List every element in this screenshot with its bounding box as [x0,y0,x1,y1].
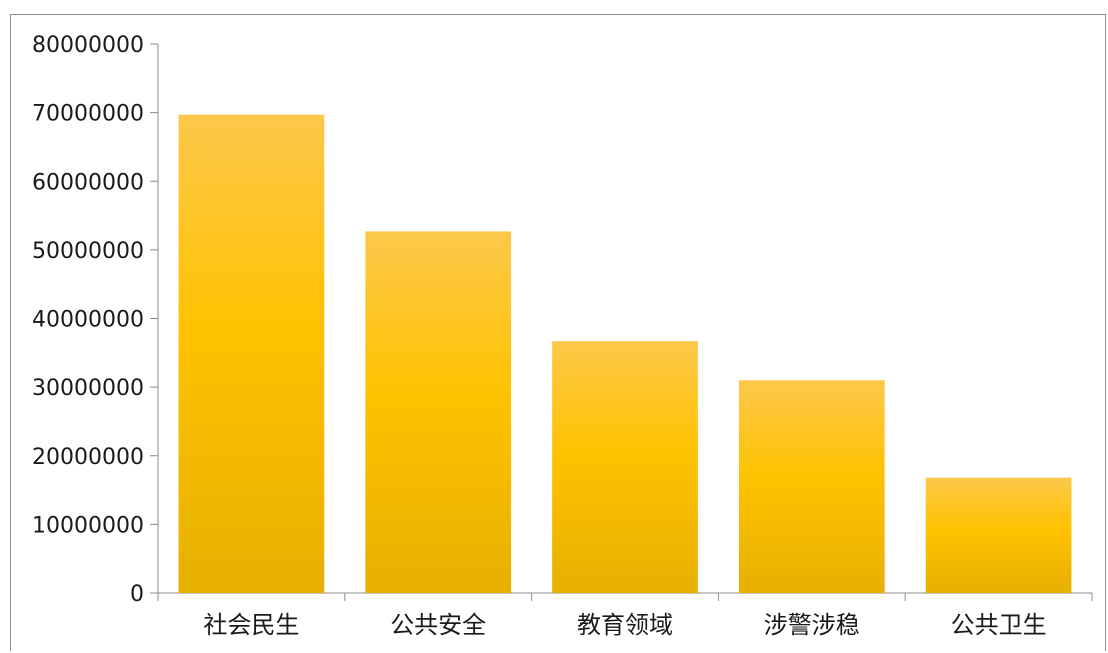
bar-5 [925,477,1072,593]
x-category-label: 社会民生 [203,611,299,639]
x-category-label: 涉警涉稳 [764,611,860,639]
y-tick-label: 60000000 [32,170,144,195]
y-tick-label: 10000000 [32,513,144,538]
x-category-label: 公共安全 [390,611,486,639]
y-tick-label: 0 [130,582,144,607]
y-tick-label: 30000000 [32,376,144,401]
y-tick-label: 70000000 [32,102,144,127]
bars [178,114,1072,593]
x-axis: 社会民生 公共安全 教育领域 涉警涉稳 公共卫生 [157,592,1093,639]
bar-3 [552,341,698,593]
x-category-label: 教育领域 [577,611,673,639]
bar-2 [365,231,512,593]
y-tick-label: 40000000 [32,308,144,333]
y-tick-label: 80000000 [32,33,144,58]
y-tick-label: 50000000 [32,239,144,264]
bar-4 [738,380,885,593]
y-tick-label: 20000000 [32,445,144,470]
bar-1 [178,114,325,593]
x-category-label: 公共卫生 [951,611,1047,639]
y-axis: 0 10000000 20000000 30000000 40000000 5000000… [32,33,159,607]
